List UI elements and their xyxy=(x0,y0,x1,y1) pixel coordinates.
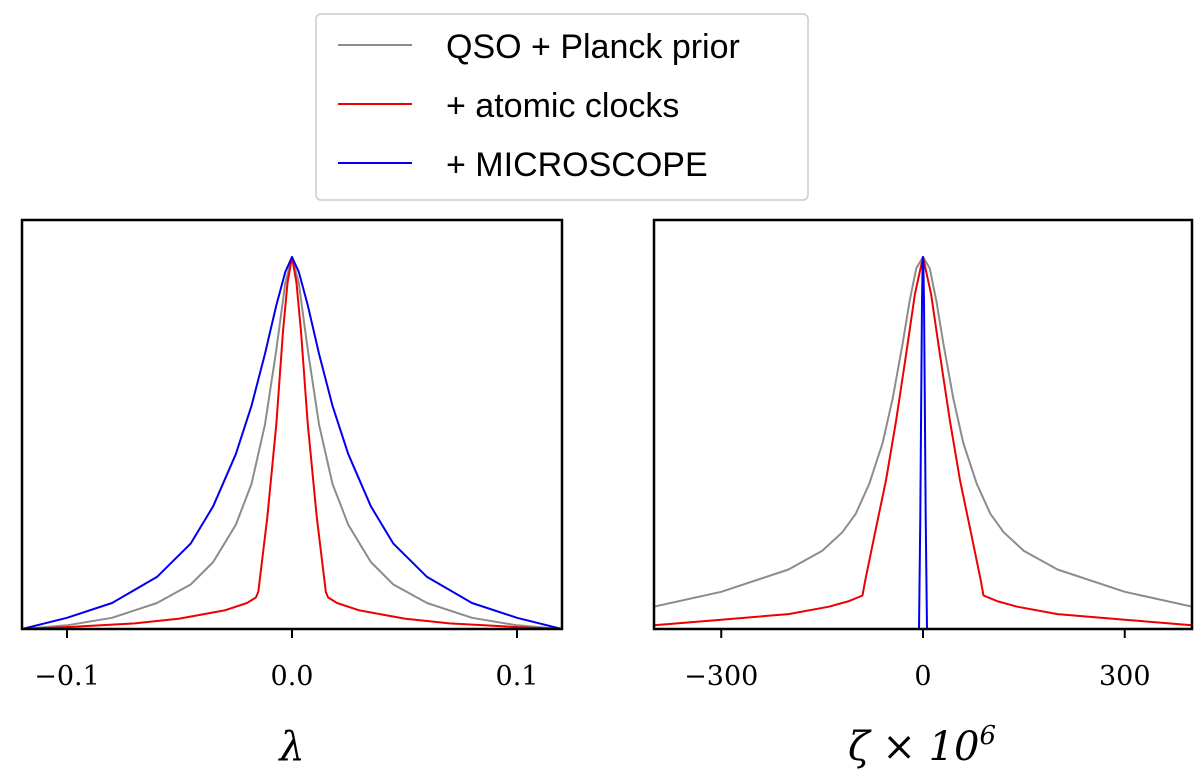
zeta-series-microscope-line xyxy=(918,256,928,629)
zeta-xlabel: ζ × 106 xyxy=(848,721,996,770)
lambda-series-group xyxy=(22,256,562,629)
legend: QSO + Planck prior + atomic clocks + MIC… xyxy=(315,13,809,201)
zeta-xlabel-exponent: 6 xyxy=(979,721,996,751)
lambda-panel: −0.1 0.0 0.1 λ xyxy=(20,218,564,770)
zeta-xtick-label: 300 xyxy=(1099,661,1151,692)
legend-label-qso: QSO + Planck prior xyxy=(446,28,740,66)
lambda-xtick-label: 0.1 xyxy=(496,661,539,692)
lambda-xticks: −0.1 0.0 0.1 xyxy=(34,629,538,692)
zeta-panel: −300 0 300 ζ × 106 xyxy=(652,218,1194,770)
zeta-xtick-label: −300 xyxy=(684,661,758,692)
legend-frame xyxy=(315,13,809,201)
lambda-series-microscope-line xyxy=(22,256,562,629)
zeta-series-atomic-clocks-line xyxy=(654,256,1192,627)
zeta-xticks: −300 0 300 xyxy=(684,629,1151,692)
lambda-axes-frame xyxy=(20,218,564,631)
legend-label-atomic-clocks: + atomic clocks xyxy=(446,87,679,125)
lambda-series-atomic-clocks-line xyxy=(22,256,562,629)
lambda-xtick-label: 0.0 xyxy=(271,661,314,692)
zeta-series-group xyxy=(654,256,1192,629)
zeta-xtick-label: 0 xyxy=(914,661,931,692)
lambda-xtick-label: −0.1 xyxy=(34,661,100,692)
zeta-xlabel-base: ζ × 10 xyxy=(848,724,980,770)
lambda-xlabel: λ xyxy=(277,724,304,770)
lambda-series-qso-line xyxy=(22,256,562,629)
zeta-series-qso-line xyxy=(654,256,1192,608)
legend-label-microscope: + MICROSCOPE xyxy=(446,146,708,184)
